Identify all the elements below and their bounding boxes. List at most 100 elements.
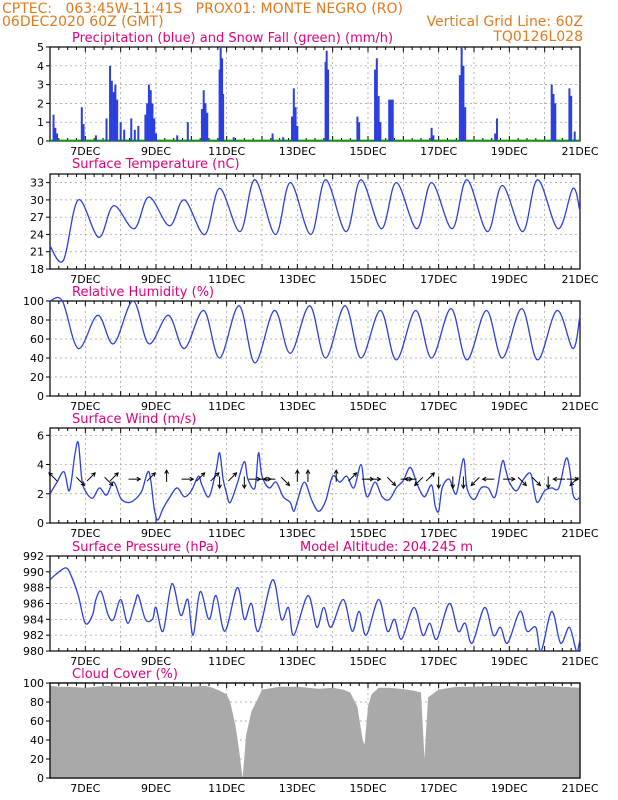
wind-vector-head xyxy=(151,472,156,477)
y-tick-label: 986 xyxy=(23,598,44,611)
y-tick-label: 24 xyxy=(30,228,44,241)
precip-bar xyxy=(462,65,465,141)
y-tick-label: 1 xyxy=(37,116,44,129)
chart-annotation: Model Altitude: 204.245 m xyxy=(300,540,473,555)
y-tick-label: 80 xyxy=(30,314,44,327)
wind-vector-head xyxy=(511,476,516,482)
x-tick-label: 7DEC xyxy=(70,782,100,795)
wind-vector-head xyxy=(214,472,220,477)
precip-bar xyxy=(146,103,149,141)
x-tick-label: 19DEC xyxy=(491,400,528,413)
x-tick-label: 9DEC xyxy=(141,145,171,158)
x-tick-label: 17DEC xyxy=(420,145,457,158)
x-tick-label: 7DEC xyxy=(70,145,100,158)
series-line xyxy=(49,179,581,263)
precip-bar xyxy=(375,58,378,141)
precip-bar xyxy=(105,118,108,141)
wind-vector-head xyxy=(305,469,311,474)
wind-vector-head xyxy=(522,481,527,487)
x-tick-label: 7DEC xyxy=(70,527,100,540)
x-tick-label: 9DEC xyxy=(141,655,171,668)
precip-bar xyxy=(110,80,113,141)
precip-bar xyxy=(133,129,136,141)
x-tick-label: 9DEC xyxy=(141,400,171,413)
x-tick-label: 9DEC xyxy=(141,782,171,795)
precip-bar xyxy=(151,103,154,141)
precip-bar xyxy=(432,135,435,141)
x-tick-label: 7DEC xyxy=(70,400,100,413)
precip-bar xyxy=(324,62,327,141)
precip-bar xyxy=(464,107,467,141)
y-tick-label: 30 xyxy=(30,194,44,207)
y-tick-label: 988 xyxy=(23,582,44,595)
x-tick-label: 19DEC xyxy=(491,527,528,540)
precip-bar xyxy=(94,135,97,141)
precip-bar xyxy=(204,103,207,141)
precip-bar xyxy=(149,90,152,141)
wind-vector-head xyxy=(48,472,53,477)
x-tick-label: 17DEC xyxy=(420,782,457,795)
y-tick-label: 0 xyxy=(37,517,44,530)
header-date: 06DEC2020 60Z (GMT) xyxy=(2,14,164,30)
precip-bar xyxy=(155,133,157,141)
x-tick-label: 19DEC xyxy=(491,273,528,286)
y-tick-label: 990 xyxy=(23,566,44,579)
precip-bar xyxy=(327,69,330,141)
precip-bar xyxy=(130,118,133,141)
wind-vector-head xyxy=(436,484,442,490)
wind-vector-head xyxy=(108,481,114,487)
wind-vector-head xyxy=(450,484,456,490)
header-model-code: TQ0126L028 xyxy=(493,29,583,45)
precip-bar xyxy=(147,84,150,141)
y-tick-label: 984 xyxy=(23,613,44,626)
precip-bar xyxy=(109,65,112,141)
precip-bar xyxy=(221,58,224,141)
wind-vector-head xyxy=(262,476,268,482)
x-tick-label: 19DEC xyxy=(491,655,528,668)
x-tick-label: 13DEC xyxy=(279,527,316,540)
x-tick-label: 11DEC xyxy=(208,782,245,795)
x-tick-label: 11DEC xyxy=(208,527,245,540)
x-tick-label: 19DEC xyxy=(491,782,528,795)
plot-frame xyxy=(49,427,581,524)
precip-bar xyxy=(358,122,361,141)
wind-vector xyxy=(386,476,396,486)
chart-title: Surface Temperature (nC) xyxy=(72,157,240,172)
precip-bar xyxy=(153,118,156,141)
y-tick-label: 21 xyxy=(30,246,44,259)
wind-vector xyxy=(569,476,579,486)
precip-bar xyxy=(325,50,328,142)
y-tick-label: 982 xyxy=(23,629,44,642)
chart-title: Surface Pressure (hPa) xyxy=(72,540,219,555)
x-tick-label: 15DEC xyxy=(349,782,386,795)
precip-bar xyxy=(56,133,59,141)
y-tick-label: 40 xyxy=(30,352,44,365)
wind-vector-head xyxy=(536,481,542,487)
precip-bar xyxy=(495,118,498,141)
precip-bar xyxy=(186,122,189,141)
y-tick-label: 40 xyxy=(30,734,44,747)
wind-vector-head xyxy=(574,476,580,482)
wind-vector-head xyxy=(461,484,466,490)
x-tick-label: 15DEC xyxy=(349,273,386,286)
precip-bar xyxy=(291,116,294,141)
wind-vector-head xyxy=(241,484,247,490)
precip-bar xyxy=(391,99,394,141)
wind-vector-head xyxy=(200,472,206,477)
precip-bar xyxy=(573,131,576,141)
wind-vector-head xyxy=(91,472,96,477)
precip-bar xyxy=(123,129,126,141)
y-tick-label: 3 xyxy=(37,79,44,92)
y-tick-label: 5 xyxy=(37,41,44,54)
wind-vector xyxy=(517,476,527,486)
precip-bar xyxy=(282,137,285,141)
y-tick-label: 992 xyxy=(23,550,44,563)
wind-vector-head xyxy=(545,484,551,490)
y-tick-label: 100 xyxy=(23,677,44,690)
wind-vector-head xyxy=(403,476,409,482)
precip-bar xyxy=(54,127,57,141)
x-tick-label: 9DEC xyxy=(141,527,171,540)
precip-bar xyxy=(430,127,433,141)
y-tick-label: 27 xyxy=(30,211,44,224)
